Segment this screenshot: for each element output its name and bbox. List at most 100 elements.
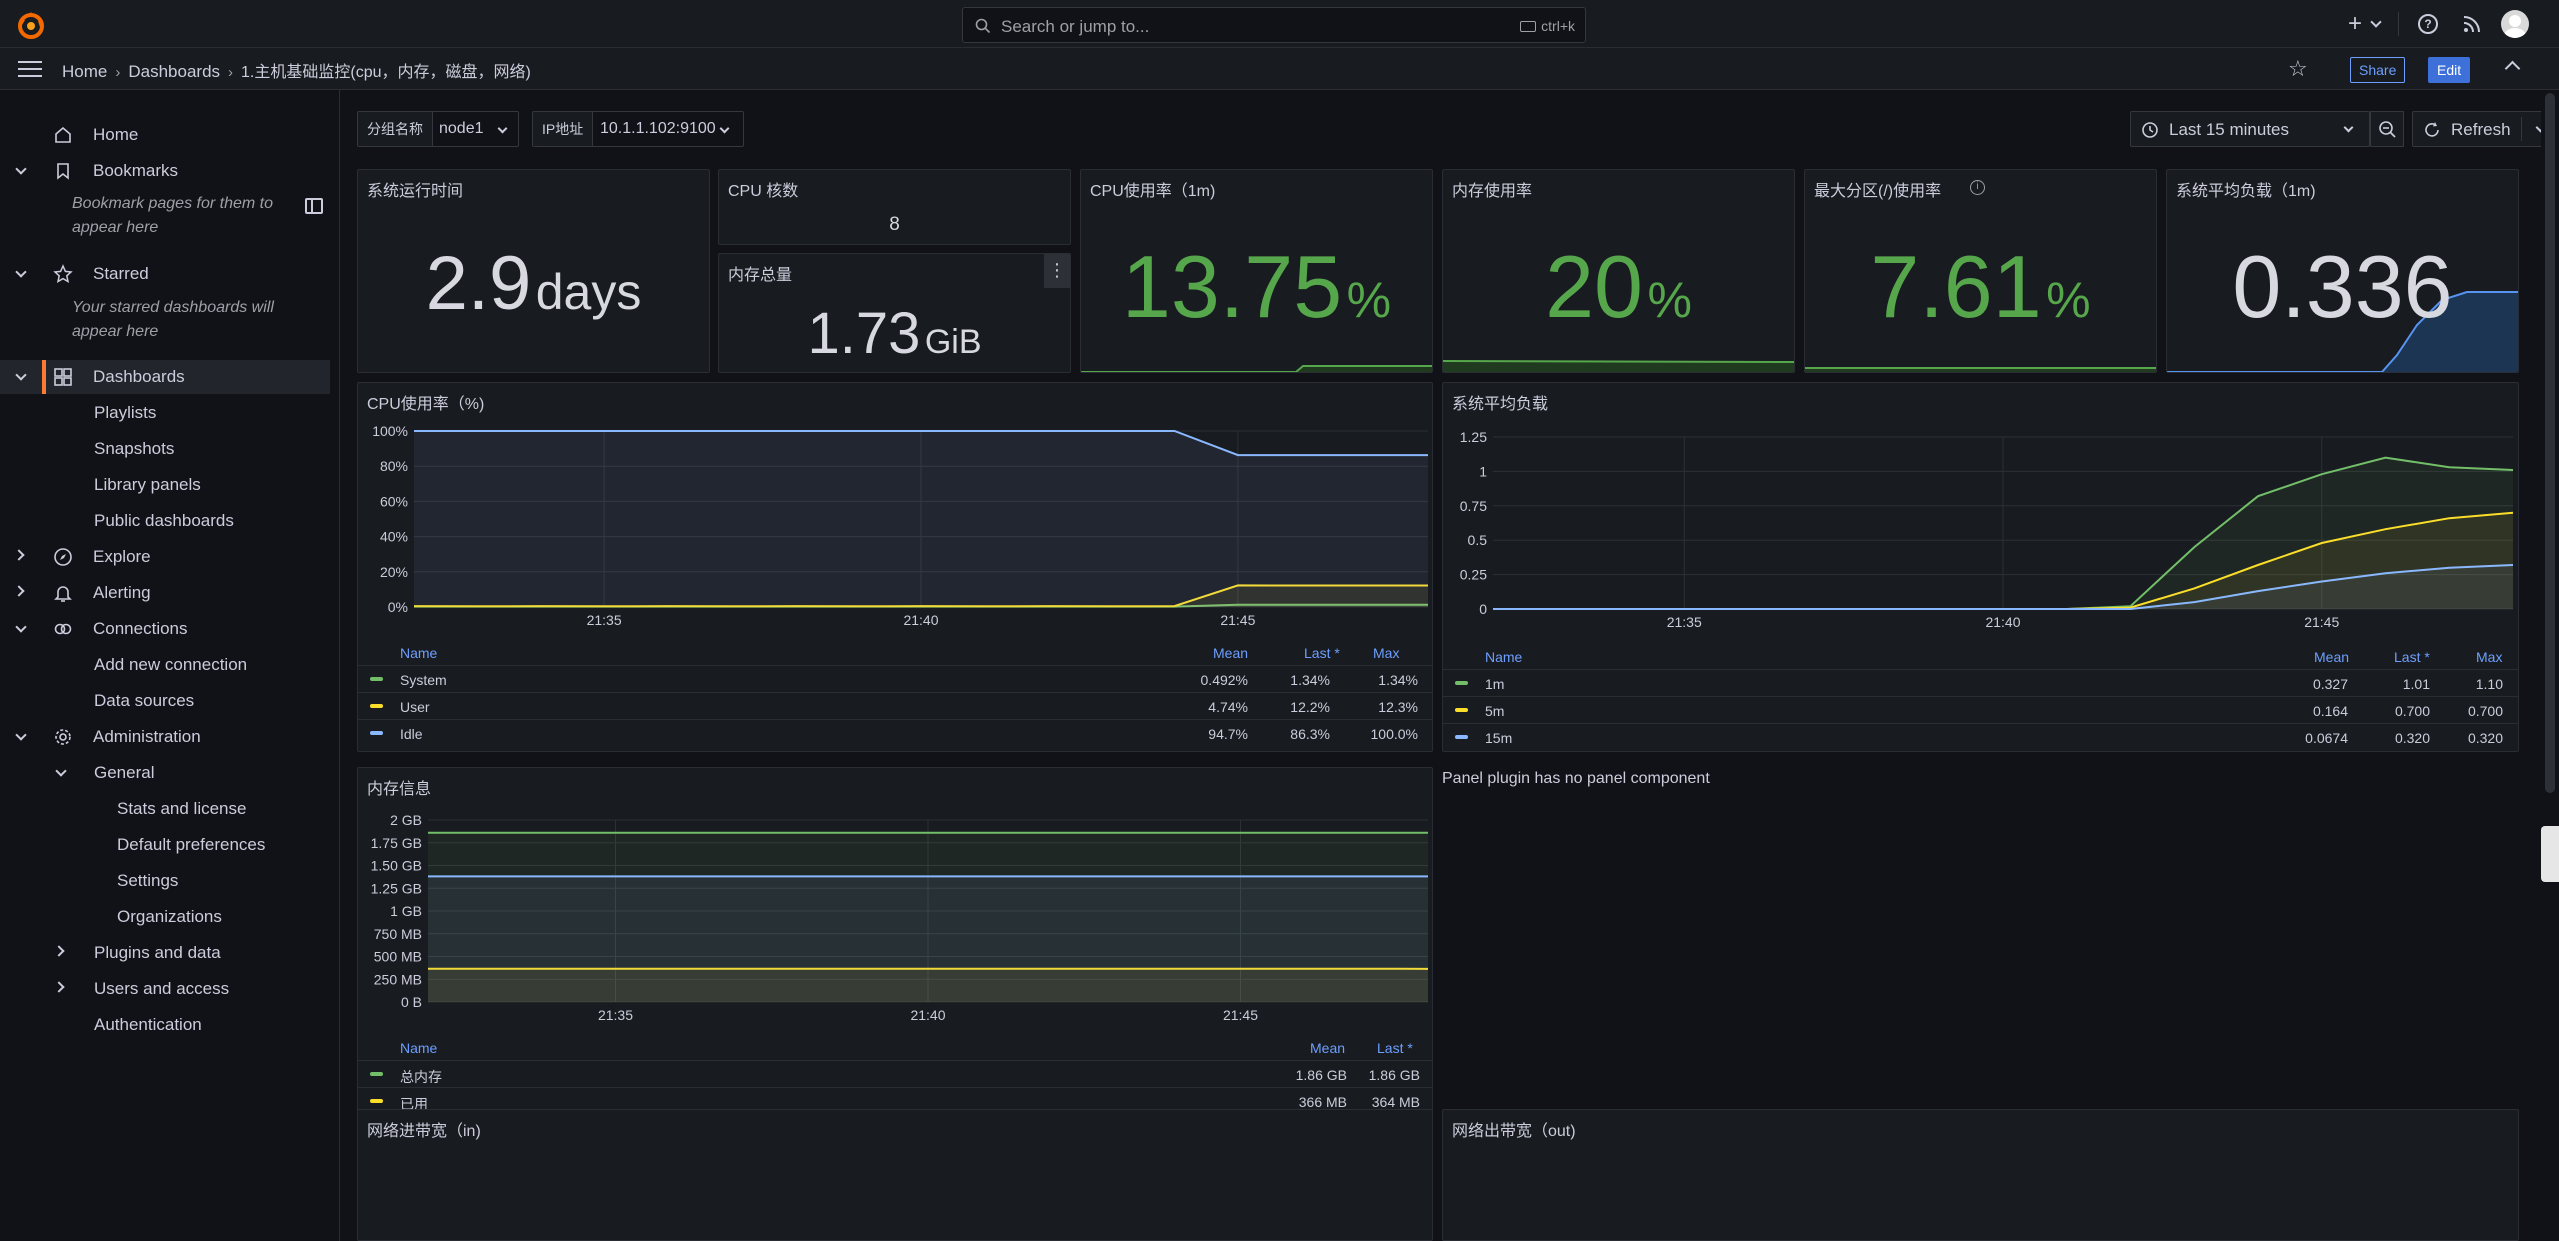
panel-menu-kebab-icon[interactable]: ⋮ <box>1044 254 1070 288</box>
sidebar-item-general[interactable]: General <box>0 756 330 790</box>
panel-disk-usage[interactable]: 最大分区(/)使用率 i 7.61 % <box>1804 169 2157 373</box>
info-icon[interactable]: i <box>1970 180 1985 195</box>
search-input[interactable]: Search or jump to... ctrl+k <box>962 7 1586 43</box>
share-button[interactable]: Share <box>2350 57 2406 83</box>
legend-row[interactable]: User 4.74% 12.2% 12.3% <box>358 692 1432 718</box>
sidebar-item-dashboards[interactable]: Dashboards <box>0 360 330 394</box>
panel-title: CPU使用率（%) <box>367 396 485 413</box>
sidebar-item-plugins-data[interactable]: Plugins and data <box>0 936 330 970</box>
panel-cpu-chart[interactable]: CPU使用率（%) 100% 80% 60% 40% 20% 0% 21:35 21:40 21… <box>357 382 1433 752</box>
sidebar-item-add-new-connection[interactable]: Add new connection <box>0 648 330 682</box>
chevron-down-icon[interactable] <box>15 266 27 278</box>
news-rss-icon[interactable] <box>2461 13 2483 35</box>
panel-mem-total[interactable]: 内存总量 ⋮ 1.73 GiB <box>718 253 1071 373</box>
sidebar-item-default-preferences[interactable]: Default preferences <box>0 828 330 862</box>
sidebar-item-public-dashboards[interactable]: Public dashboards <box>0 504 330 538</box>
sidebar-item-authentication[interactable]: Authentication <box>0 1008 330 1042</box>
sidebar-item-starred[interactable]: Starred <box>0 257 330 291</box>
page-scrollbar[interactable] <box>2541 91 2559 1241</box>
legend-header-mean[interactable]: Mean <box>1310 1040 1346 1056</box>
dock-menu-icon[interactable] <box>305 198 323 214</box>
legend-header-mean[interactable]: Mean <box>2314 649 2350 665</box>
edit-button[interactable]: Edit <box>2428 57 2471 83</box>
breadcrumb-dashboards[interactable]: Dashboards <box>128 62 221 81</box>
variable-group[interactable]: 分组名称 node1 <box>357 111 519 147</box>
sidebar-item-snapshots[interactable]: Snapshots <box>0 432 330 466</box>
panel-load-chart[interactable]: 系统平均负载 1.25 1 0.75 0.5 0.25 0 21:35 21:40 21:45 … <box>1442 382 2519 752</box>
chevron-down-icon[interactable] <box>15 369 27 381</box>
refresh-button[interactable]: Refresh <box>2412 111 2559 147</box>
series-area-可用 <box>428 876 1428 1002</box>
stat-value: 2.9 days <box>358 240 709 327</box>
panel-net-in[interactable]: 网络进带宽（in) <box>357 1109 1433 1241</box>
sidebar-item-data-sources[interactable]: Data sources <box>0 684 330 718</box>
grafana-logo-icon[interactable] <box>14 8 48 42</box>
chevron-right-icon[interactable] <box>53 945 65 957</box>
scrollbar-thumb[interactable] <box>2545 93 2555 793</box>
sidebar-item-connections[interactable]: Connections <box>0 612 330 646</box>
chevron-down-icon[interactable] <box>15 729 27 741</box>
legend-header-max[interactable]: Max <box>2476 649 2503 665</box>
zoom-out-button[interactable] <box>2370 111 2404 147</box>
panel-net-out[interactable]: 网络出带宽（out) <box>1442 1109 2519 1241</box>
sidebar-item-administration[interactable]: Administration <box>0 720 330 754</box>
series-line-User[interactable] <box>413 584 1428 608</box>
chevron-right-icon[interactable] <box>13 549 25 561</box>
legend-row[interactable]: 已用 366 MB 364 MB <box>358 1087 1432 1113</box>
collapse-chevron-up-icon[interactable] <box>2504 60 2521 77</box>
menu-hamburger-icon[interactable] <box>18 61 42 77</box>
legend-header-mean[interactable]: Mean <box>1213 645 1249 661</box>
toolbar-divider <box>2398 12 2399 36</box>
y-tick-label: 0% <box>388 599 408 615</box>
sidebar-item-explore[interactable]: Explore <box>0 540 330 574</box>
sidebar-item-home[interactable]: Home <box>0 118 330 152</box>
legend-row[interactable]: 15m 0.0674 0.320 0.320 <box>1443 723 2518 749</box>
sidebar-item-settings[interactable]: Settings <box>0 864 330 898</box>
legend-row[interactable]: System 0.492% 1.34% 1.34% <box>358 665 1432 691</box>
legend-row[interactable]: Idle 94.7% 86.3% 100.0% <box>358 719 1432 745</box>
sidebar-item-playlists[interactable]: Playlists <box>0 396 330 430</box>
series-area-总内存 <box>428 832 1428 1002</box>
legend-header-last[interactable]: Last * <box>1304 645 1340 661</box>
x-tick-label: 21:45 <box>1220 612 1255 628</box>
new-chevron-down-icon[interactable] <box>2370 16 2382 28</box>
new-plus-icon[interactable]: + <box>2348 10 2363 37</box>
legend-max: 100.0% <box>1370 726 1418 742</box>
mark-favorite-star-icon[interactable]: ☆ <box>2288 56 2308 81</box>
legend-header-last[interactable]: Last * <box>2394 649 2430 665</box>
sidebar-item-organizations[interactable]: Organizations <box>0 900 330 934</box>
panel-title: 内存信息 <box>367 781 432 798</box>
legend-header-max[interactable]: Max <box>1373 645 1400 661</box>
sidebar-item-users-access[interactable]: Users and access <box>0 972 330 1006</box>
chevron-down-icon[interactable] <box>55 765 67 777</box>
time-range-picker[interactable]: Last 15 minutes <box>2130 111 2370 147</box>
chevron-right-icon[interactable] <box>13 585 25 597</box>
side-drawer-handle[interactable] <box>2541 826 2559 882</box>
chevron-right-icon[interactable] <box>53 981 65 993</box>
breadcrumb-home[interactable]: Home <box>62 62 108 81</box>
legend-row[interactable]: 总内存 1.86 GB 1.86 GB <box>358 1060 1432 1086</box>
help-icon[interactable]: ? <box>2418 14 2438 34</box>
chevron-down-icon[interactable] <box>15 163 27 175</box>
sidebar-item-stats-license[interactable]: Stats and license <box>0 792 330 826</box>
user-avatar[interactable] <box>2501 10 2529 38</box>
legend-row[interactable]: 5m 0.164 0.700 0.700 <box>1443 696 2518 722</box>
variable-ip[interactable]: IP地址 10.1.1.102:9100 <box>532 111 744 147</box>
legend-header-last[interactable]: Last * <box>1377 1040 1413 1056</box>
sidebar-item-label: Add new connection <box>94 655 248 674</box>
panel-uptime[interactable]: 系统运行时间 2.9 days <box>357 169 710 373</box>
legend-row[interactable]: 1m 0.327 1.01 1.10 <box>1443 669 2518 695</box>
panel-cpu-usage[interactable]: CPU使用率（1m) 13.75 % <box>1080 169 1433 373</box>
panel-cpu-cores[interactable]: CPU 核数 8 <box>718 169 1071 245</box>
chevron-down-icon[interactable] <box>15 621 27 633</box>
panel-load-1m[interactable]: 系统平均负载（1m) 0.336 <box>2166 169 2519 373</box>
sidebar-item-library-panels[interactable]: Library panels <box>0 468 330 502</box>
sidebar-item-alerting[interactable]: Alerting <box>0 576 330 610</box>
series-line-Idle[interactable] <box>414 430 1428 457</box>
series-line-15m[interactable] <box>1493 564 2514 610</box>
refresh-icon <box>2425 122 2439 137</box>
panel-mem-usage[interactable]: 内存使用率 20 % <box>1442 169 1795 373</box>
sidebar-item-label: Stats and license <box>117 799 247 818</box>
bookmark-icon <box>57 163 69 180</box>
sidebar-item-bookmarks[interactable]: Bookmarks <box>0 154 330 188</box>
